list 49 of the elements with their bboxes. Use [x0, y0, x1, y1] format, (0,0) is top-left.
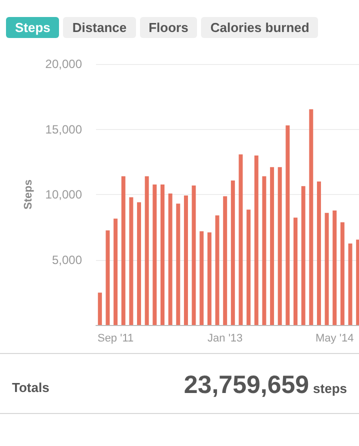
bar — [316, 181, 321, 325]
bar — [230, 180, 235, 325]
bar — [356, 240, 359, 325]
bar — [332, 210, 337, 325]
bar — [121, 176, 126, 325]
bar — [176, 204, 180, 325]
bar — [348, 243, 352, 325]
bar — [160, 184, 164, 325]
y-tick-label: 20,000 — [45, 57, 82, 71]
text: Steps — [6, 17, 60, 38]
bar — [215, 215, 220, 325]
bar — [294, 218, 298, 325]
bar — [278, 167, 282, 325]
bar — [152, 184, 157, 325]
bar — [324, 212, 329, 325]
bar — [223, 196, 228, 325]
bar — [114, 218, 118, 325]
text: steps — [313, 381, 347, 396]
y-axis-title: Steps — [22, 180, 34, 210]
x-tick-label: May '14 — [316, 332, 354, 344]
bar — [309, 109, 314, 325]
bar — [184, 196, 188, 325]
bar — [340, 222, 344, 325]
text: Floors — [140, 17, 198, 38]
x-tick-label: Sep '11 — [97, 332, 134, 344]
bar — [168, 193, 172, 325]
bar — [207, 232, 212, 325]
text: Totals — [12, 380, 50, 395]
bar — [106, 230, 110, 325]
bar — [270, 167, 274, 325]
text: Distance — [63, 17, 136, 38]
text: 23,759,659 — [184, 371, 310, 399]
bar — [254, 155, 258, 325]
bar — [129, 197, 134, 325]
bar — [192, 185, 196, 325]
bar — [200, 231, 204, 325]
bar — [262, 176, 266, 325]
text: Calories burned — [201, 17, 318, 38]
y-tick-label: 5,000 — [52, 252, 82, 267]
bar — [246, 210, 251, 325]
y-tick-label: 15,000 — [45, 122, 82, 136]
x-tick-label: Jan '13 — [208, 332, 243, 344]
bar — [137, 202, 142, 325]
bar — [98, 292, 102, 325]
bar — [238, 154, 243, 325]
bar — [144, 176, 149, 325]
bar — [301, 186, 306, 325]
y-tick-label: 10,000 — [45, 188, 82, 202]
bar — [286, 125, 290, 325]
